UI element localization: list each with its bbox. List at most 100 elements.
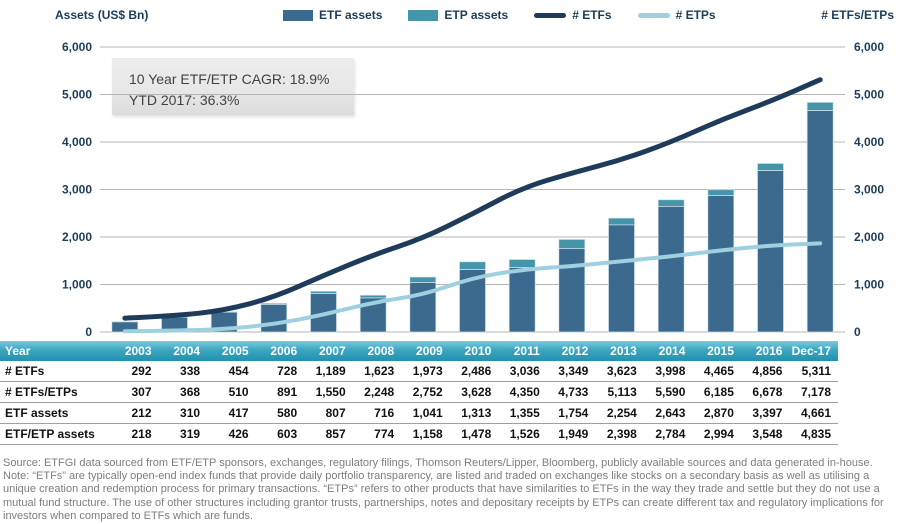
bar-segment-etp: [707, 189, 735, 197]
table-header-cell: 2012: [546, 341, 596, 361]
table-cell: 310: [158, 402, 208, 424]
table-cell: 1,158: [401, 423, 450, 445]
table-cell: 807: [304, 402, 353, 424]
y-axis-right-labels: 0 1,000 2,000 3,000 4,000 5,000 6,000: [854, 40, 884, 339]
table-header-cell: 2006: [255, 341, 305, 361]
bar-segment-etp: [657, 199, 685, 207]
cagr-annotation-box: 10 Year ETF/ETP CAGR: 18.9% YTD 2017: 36…: [112, 58, 354, 115]
table-header-cell: 2007: [304, 341, 353, 361]
bar-segment-etp: [459, 261, 486, 270]
bar-segment-etp: [608, 217, 635, 226]
bar-segment-etp: [806, 101, 834, 111]
line-etfs: [122, 77, 823, 321]
table-cell: 1,526: [498, 423, 547, 445]
table-cell: 6,185: [692, 381, 741, 403]
table-cell: 4,350: [498, 381, 547, 403]
table-header-cell: 2016: [740, 341, 790, 361]
table-cell: 307: [110, 381, 159, 403]
table-cell: 1,041: [401, 402, 450, 424]
bar-segment-etp: [310, 290, 337, 295]
bar-segment-etf: [558, 248, 586, 333]
bar-segment-etp: [508, 259, 536, 268]
table-cell: 2,752: [401, 381, 450, 403]
table-body: # ETFs 292 338 454 728 1,189 1,623 1,973 2,486 3,…: [0, 361, 838, 445]
table-header-year: Year: [0, 341, 110, 361]
table-cell: 454: [207, 361, 256, 382]
table-cell: 2,994: [692, 423, 741, 445]
table-cell: 857: [304, 423, 353, 445]
footnote: Source: ETFGI data sourced from ETF/ETP …: [3, 457, 901, 523]
right-axis-title: # ETFs/ETPs: [821, 8, 894, 22]
table-header-cell: 2004: [158, 341, 208, 361]
table-cell: 319: [158, 423, 208, 445]
legend-item--etfs: # ETFs: [534, 8, 612, 22]
bar-segment-etf: [806, 110, 834, 333]
svg-text:0: 0: [85, 325, 92, 339]
table-cell: 3,548: [740, 423, 790, 445]
cagr-annotation-line1: 10 Year ETF/ETP CAGR: 18.9%: [129, 71, 330, 87]
svg-text:1,000: 1,000: [854, 278, 884, 292]
legend-label: ETP assets: [444, 8, 509, 22]
legend-label: ETF assets: [319, 8, 383, 22]
bar-segment-etf: [657, 206, 685, 333]
table-header-cell: Dec-17: [789, 341, 838, 361]
chart-legend: ETF assets ETP assets # ETFs # ETPs: [283, 8, 716, 22]
left-axis-title: Assets (US$ Bn): [55, 8, 149, 22]
table-cell: 5,590: [643, 381, 693, 403]
table-cell: 1,949: [546, 423, 596, 445]
row-label: # ETFs: [0, 361, 110, 382]
table-cell: 6,678: [740, 381, 790, 403]
table-header-cell: 2009: [401, 341, 450, 361]
table-cell: 510: [207, 381, 256, 403]
legend-line-swatch: [534, 12, 567, 18]
table-head: Year 2003 2004 2005 2006 2007 2008 2009 2010 2011…: [0, 341, 838, 361]
table-header-cell: 2014: [643, 341, 693, 361]
table-header-cell: 2003: [110, 341, 159, 361]
table-cell: 4,661: [789, 402, 838, 424]
svg-text:3,000: 3,000: [62, 183, 92, 197]
table-cell: 1,754: [546, 402, 596, 424]
row-label: ETF/ETP assets: [0, 423, 110, 445]
table-cell: 1,313: [449, 402, 499, 424]
legend-bar-swatch: [283, 9, 313, 21]
table-cell: 4,733: [546, 381, 596, 403]
legend-label: # ETPs: [675, 8, 716, 22]
legend-label: # ETFs: [572, 8, 612, 22]
svg-text:3,000: 3,000: [854, 183, 884, 197]
table-cell: 7,178: [789, 381, 838, 403]
table-cell: 1,550: [304, 381, 353, 403]
table-cell: 1,189: [304, 361, 353, 382]
table-cell: 4,856: [740, 361, 790, 382]
table-cell: 5,113: [595, 381, 644, 403]
bar-segment-etp: [558, 239, 586, 250]
table-cell: 1,478: [449, 423, 499, 445]
table-cell: 1,355: [498, 402, 547, 424]
table-cell: 716: [352, 402, 402, 424]
bar-segment-etf: [608, 224, 635, 333]
table-cell: 3,397: [740, 402, 790, 424]
legend-item-etf-assets: ETF assets: [283, 8, 382, 22]
row-label: # ETFs/ETPs: [0, 381, 110, 403]
table-cell: 4,835: [789, 423, 838, 445]
bar-segment-etp: [757, 163, 784, 171]
row-label: ETF assets: [0, 402, 110, 424]
table-cell: 2,254: [595, 402, 644, 424]
table-cell: 603: [255, 423, 305, 445]
table-cell: 3,998: [643, 361, 693, 382]
svg-text:0: 0: [854, 325, 861, 339]
y-axis-left-labels: 0 1,000 2,000 3,000 4,000 5,000 6,000: [62, 40, 92, 339]
combo-chart: 0 1,000 2,000 3,000 4,000 5,000 6,000 0 1,000 2,0…: [62, 40, 884, 339]
table-row: # ETFs/ETPs 307 368 510 891 1,550 2,248 2,752 3,…: [0, 381, 838, 403]
bar-segment-etf: [757, 170, 784, 333]
table-cell: 417: [207, 402, 256, 424]
table-cell: 2,486: [449, 361, 499, 382]
svg-text:1,000: 1,000: [62, 278, 92, 292]
table-cell: 1,973: [401, 361, 450, 382]
table-cell: 3,623: [595, 361, 644, 382]
line-etps: [122, 241, 823, 334]
table-cell: 212: [110, 402, 159, 424]
table-cell: 2,398: [595, 423, 644, 445]
table-cell: 1,623: [352, 361, 402, 382]
table-cell: 5,311: [789, 361, 838, 382]
